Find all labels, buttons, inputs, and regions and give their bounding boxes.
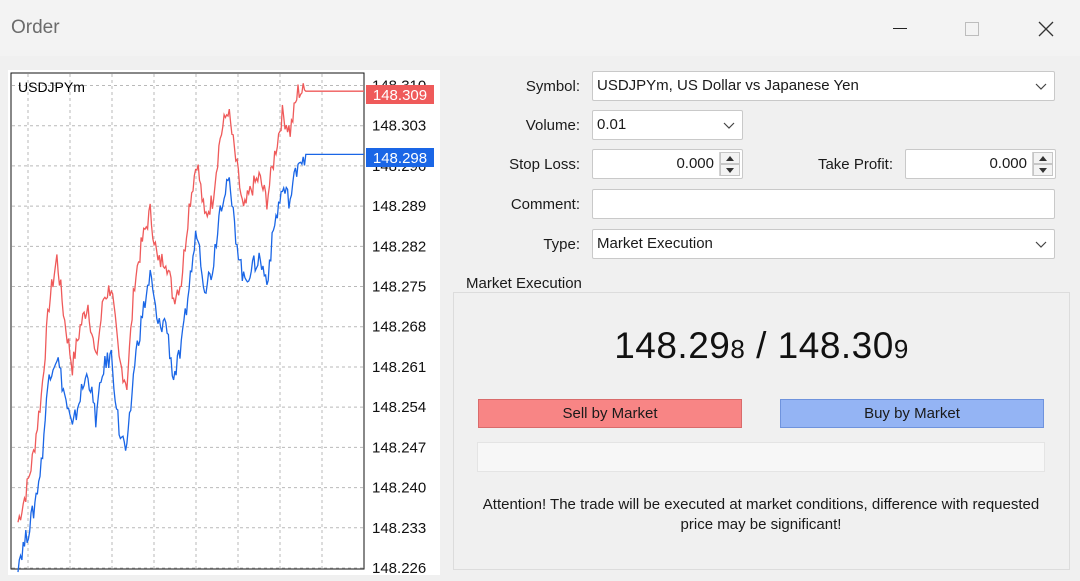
- type-value: Market Execution: [597, 235, 713, 252]
- comment-input[interactable]: [592, 189, 1055, 219]
- y-tick-label: 148.282: [372, 238, 426, 255]
- y-tick-label: 148.226: [372, 560, 426, 575]
- take-profit-stepper[interactable]: [1032, 152, 1053, 176]
- window-title: Order: [11, 17, 60, 38]
- y-tick-label: 148.268: [372, 319, 426, 336]
- price-separator: /: [745, 325, 778, 366]
- chart-symbol-label: USDJPYm: [18, 79, 85, 95]
- y-tick-label: 148.233: [372, 520, 426, 537]
- comment-label: Comment:: [510, 196, 580, 213]
- title-bar: Order: [0, 0, 1080, 56]
- volume-value: 0.01: [597, 116, 627, 133]
- take-profit-field[interactable]: 0.000: [905, 149, 1056, 179]
- arrow-up-icon: [1039, 156, 1047, 161]
- symbol-select[interactable]: USDJPYm, US Dollar vs Japanese Yen: [592, 71, 1055, 101]
- stop-loss-stepper[interactable]: [719, 152, 740, 176]
- y-tick-label: 148.254: [372, 399, 426, 416]
- stop-loss-value: 0.000: [676, 155, 714, 172]
- chevron-down-icon: [1035, 83, 1047, 90]
- chevron-down-icon: [723, 122, 735, 129]
- take-profit-value: 0.000: [989, 155, 1027, 172]
- ask-price-main: 148.30: [777, 325, 894, 366]
- close-icon: [1038, 21, 1054, 37]
- y-tick-label: 148.289: [372, 198, 426, 215]
- take-profit-down-button[interactable]: [1033, 164, 1053, 176]
- symbol-value: USDJPYm, US Dollar vs Japanese Yen: [597, 77, 859, 94]
- sell-by-market-button[interactable]: Sell by Market: [478, 399, 742, 428]
- maximize-icon: [965, 22, 979, 36]
- bid-price-label: 148.298: [373, 150, 427, 167]
- take-profit-label: Take Profit:: [817, 156, 893, 173]
- y-tick-label: 148.261: [372, 359, 426, 376]
- chart-canvas: 148.310148.303148.296148.289148.282148.2…: [8, 70, 440, 575]
- volume-label: Volume:: [525, 117, 580, 134]
- price-chart: 148.310148.303148.296148.289148.282148.2…: [8, 70, 440, 575]
- stop-loss-label: Stop Loss:: [509, 156, 580, 173]
- close-button[interactable]: [1026, 10, 1066, 48]
- price-quote: 148.298 / 148.309: [453, 325, 1070, 367]
- bid-price-tag: 148.298: [366, 148, 434, 167]
- bid-price-line: [17, 153, 364, 573]
- type-label: Type:: [543, 236, 580, 253]
- market-execution-title: Market Execution: [464, 275, 584, 292]
- y-tick-label: 148.247: [372, 439, 426, 456]
- arrow-down-icon: [1039, 168, 1047, 173]
- take-profit-up-button[interactable]: [1033, 152, 1053, 164]
- stop-loss-field[interactable]: 0.000: [592, 149, 743, 179]
- market-execution-group: [453, 292, 1070, 570]
- bid-price-pip: 8: [730, 334, 746, 364]
- y-tick-label: 148.240: [372, 480, 426, 497]
- maximize-button[interactable]: [952, 10, 992, 48]
- ask-price-pip: 9: [893, 334, 909, 364]
- bid-price-main: 148.29: [614, 325, 731, 366]
- stop-loss-down-button[interactable]: [720, 164, 740, 176]
- attention-message: Attention! The trade will be executed at…: [482, 496, 1040, 533]
- volume-select[interactable]: 0.01: [592, 110, 743, 140]
- y-tick-label: 148.303: [372, 118, 426, 135]
- execution-progress-bar: [477, 442, 1045, 472]
- arrow-down-icon: [726, 168, 734, 173]
- minimize-icon: [893, 28, 907, 29]
- buy-by-market-button[interactable]: Buy by Market: [780, 399, 1044, 428]
- chevron-down-icon: [1035, 241, 1047, 248]
- symbol-label: Symbol:: [525, 78, 580, 95]
- arrow-up-icon: [726, 156, 734, 161]
- ask-price-line: [17, 83, 364, 523]
- minimize-button[interactable]: [880, 10, 920, 48]
- type-select[interactable]: Market Execution: [592, 229, 1055, 259]
- y-tick-label: 148.275: [372, 279, 426, 296]
- stop-loss-up-button[interactable]: [720, 152, 740, 164]
- ask-price-label: 148.309: [373, 87, 427, 104]
- ask-price-tag: 148.309: [366, 85, 434, 104]
